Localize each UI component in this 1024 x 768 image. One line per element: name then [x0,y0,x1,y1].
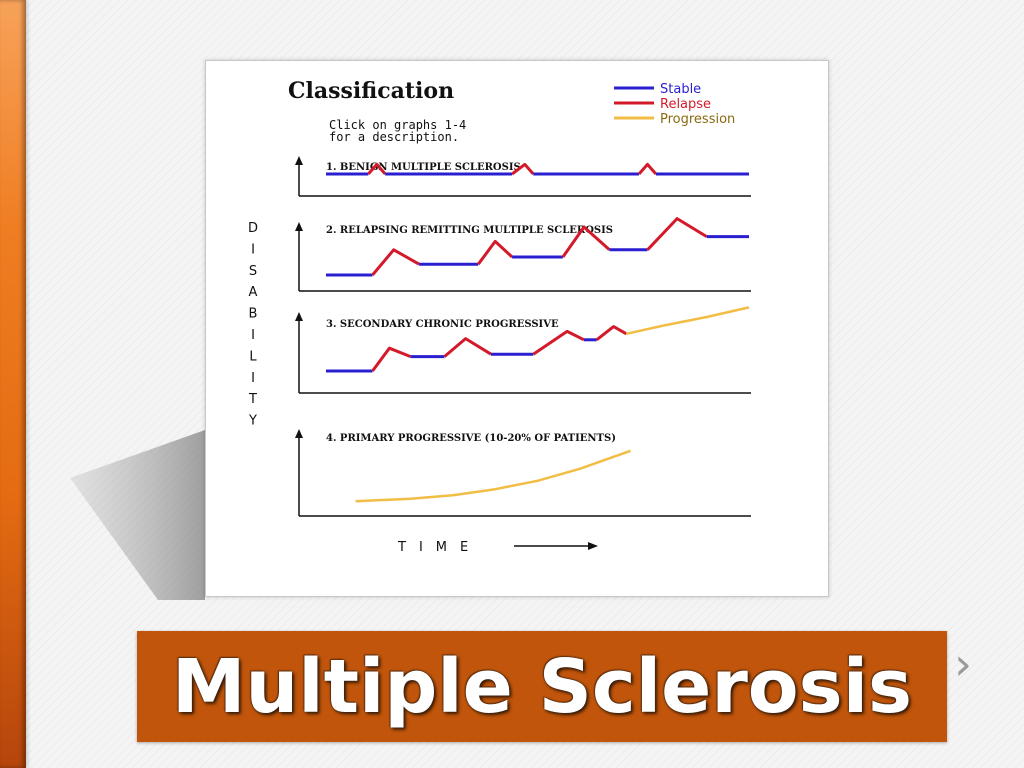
y-axis-label-letter: Y [248,414,257,429]
accent-side-bar [0,0,26,768]
panel-y-axis-arrow [295,312,303,321]
y-axis-label-letter: T [248,392,257,407]
chart-svg: Classification Click on graphs 1-4 for a… [248,78,751,555]
panel-label: 1. BENIGN MULTIPLE SCLEROSIS [326,162,521,173]
classification-figure[interactable]: Classification Click on graphs 1-4 for a… [205,60,829,597]
series-segment-relapse [532,329,585,356]
series-segment-relapse [646,217,708,251]
series-segment-relapse [511,162,535,176]
chart-panel-1[interactable]: 1. BENIGN MULTIPLE SCLEROSIS [295,156,751,197]
series-segment-relapse [371,346,412,372]
panel-label: 2. RELAPSING REMITTING MULTIPLE SCLEROSI… [326,225,613,236]
chart-subtitle-line-1: Click on graphs 1-4 [329,118,466,132]
panel-y-axis-arrow [295,222,303,231]
y-axis-label-letter: D [248,221,258,236]
panel-label: 3. SECONDARY CHRONIC PROGRESSIVE [326,319,559,330]
chart-title: Classification [288,78,454,104]
panel-y-axis-arrow [295,429,303,438]
series-segment-relapse [477,239,514,266]
legend-label-stable: Stable [660,82,701,97]
chart-panel-2[interactable]: 2. RELAPSING REMITTING MULTIPLE SCLEROSI… [295,217,751,292]
y-axis-label-letter: I [251,328,255,343]
series-segment-relapse [637,162,658,175]
slide-title: Multiple Sclerosis [171,643,913,730]
chevron-right-icon[interactable]: › [954,639,972,690]
series-segment-relapse [443,337,492,358]
legend-label-progression: Progression [660,112,735,127]
y-axis-label-letter: I [251,371,255,386]
series-segment-relapse [561,225,611,258]
series-segment-relapse [367,162,387,175]
series-segment-progression [355,449,632,503]
y-axis-label-letter: L [249,349,257,364]
x-axis-label: TIME [397,540,481,555]
y-axis-label-letter: S [249,264,257,279]
panel-y-axis-arrow [295,156,303,165]
chart-panel-3[interactable]: 3. SECONDARY CHRONIC PROGRESSIVE [295,306,751,394]
y-axis-label-letter: B [249,307,258,322]
chart-panels: 1. BENIGN MULTIPLE SCLEROSIS 2. RELAPSING… [295,156,751,517]
series-segment-relapse [371,248,420,276]
chart-panel-4[interactable]: 4. PRIMARY PROGRESSIVE (10-20% OF PATIEN… [295,429,751,517]
legend-label-relapse: Relapse [660,97,711,112]
chart-subtitle-line-2: for a description. [329,130,459,144]
x-axis-label-group: TIME [397,540,598,555]
y-axis-label-letter: I [251,242,255,257]
y-axis-label-letter: A [249,285,258,300]
time-arrow-head [588,542,598,550]
series-segment-progression [626,306,750,336]
series-segment-relapse [595,325,628,341]
slide-title-banner: Multiple Sclerosis [137,631,947,742]
panel-label: 4. PRIMARY PROGRESSIVE (10-20% OF PATIEN… [326,433,616,444]
